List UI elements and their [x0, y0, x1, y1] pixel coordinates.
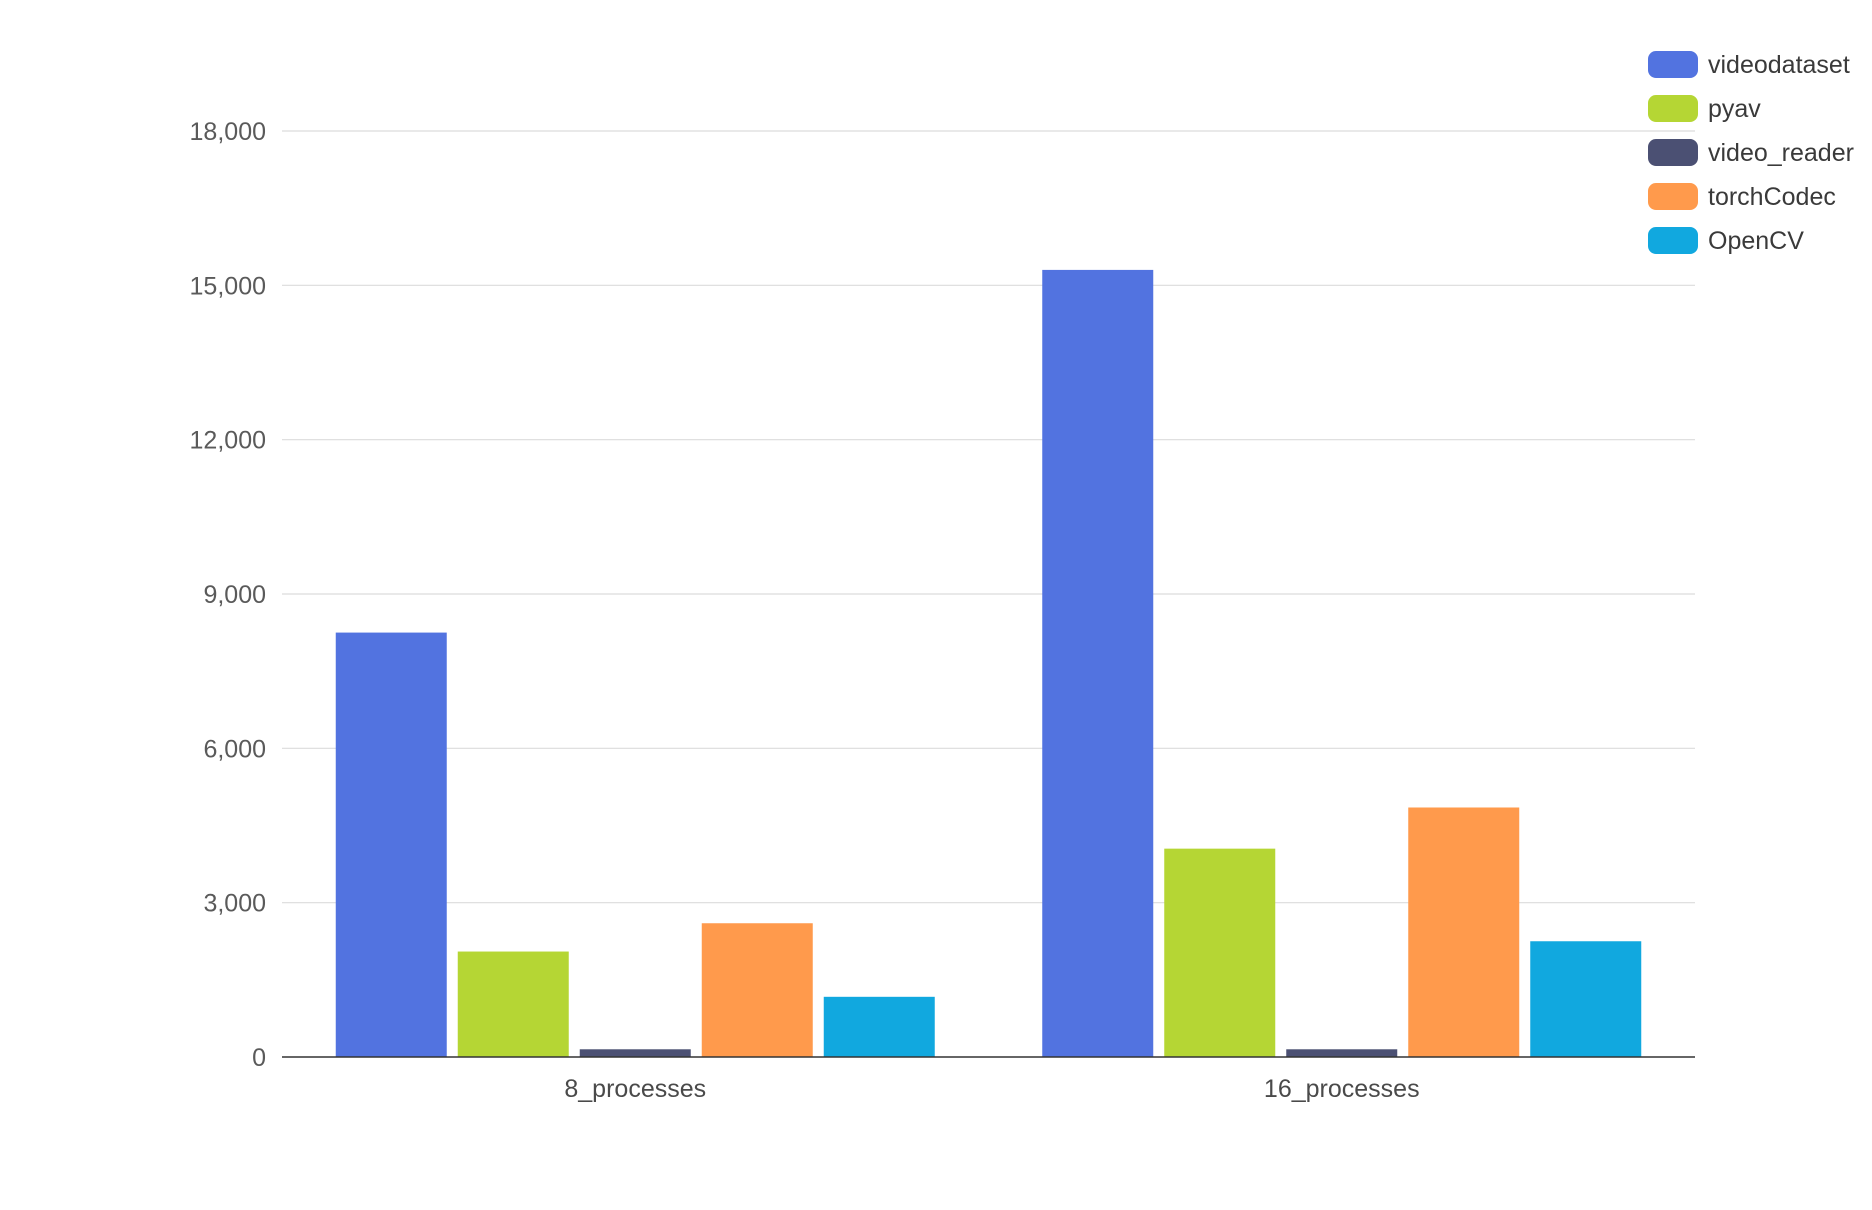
grid-lines [282, 130, 1695, 904]
legend-item-OpenCV[interactable]: OpenCV [1648, 227, 1804, 255]
legend-label: videodataset [1708, 51, 1850, 79]
legend-swatch [1648, 183, 1698, 210]
legend: videodataset pyav video_reader torchCodec Op… [1648, 51, 1854, 255]
y-tick-label: 9,000 [203, 581, 266, 609]
y-tick-label: 12,000 [190, 427, 266, 455]
legend-label: video_reader [1708, 139, 1854, 167]
y-tick-label: 18,000 [190, 118, 266, 146]
legend-label: OpenCV [1708, 227, 1804, 255]
bar-pyav-8_processes [457, 951, 569, 1057]
legend-swatch [1648, 139, 1698, 166]
legend-item-video_reader[interactable]: video_reader [1648, 139, 1854, 167]
bars [335, 269, 1642, 1057]
legend-label: torchCodec [1708, 183, 1836, 211]
y-axis-tick-labels: 0 3,000 6,000 9,000 12,000 15,000 18,000 [190, 118, 266, 1072]
y-tick-label: 3,000 [203, 890, 266, 918]
x-tick-label: 8_processes [564, 1075, 706, 1103]
legend-label: pyav [1708, 95, 1761, 123]
legend-item-videodataset[interactable]: videodataset [1648, 51, 1850, 79]
x-tick-label: 16_processes [1264, 1075, 1420, 1103]
legend-swatch [1648, 95, 1698, 122]
bar-torchCodec-8_processes [701, 923, 813, 1057]
bar-OpenCV-8_processes [823, 996, 935, 1057]
y-tick-label: 6,000 [203, 735, 266, 763]
bar-torchCodec-16_processes [1408, 807, 1520, 1057]
legend-swatch [1648, 51, 1698, 78]
y-tick-label: 0 [252, 1044, 266, 1072]
bar-pyav-16_processes [1164, 848, 1276, 1057]
y-tick-label: 15,000 [190, 272, 266, 300]
bar-videodataset-8_processes [335, 632, 447, 1057]
bar-video_reader-8_processes [579, 1049, 691, 1057]
bar-video_reader-16_processes [1286, 1049, 1398, 1057]
bar-videodataset-16_processes [1042, 269, 1154, 1057]
bar-OpenCV-16_processes [1530, 941, 1642, 1057]
legend-item-pyav[interactable]: pyav [1648, 95, 1761, 123]
legend-item-torchCodec[interactable]: torchCodec [1648, 183, 1836, 211]
legend-swatch [1648, 227, 1698, 254]
x-axis-tick-labels: 8_processes 16_processes [564, 1075, 1419, 1103]
